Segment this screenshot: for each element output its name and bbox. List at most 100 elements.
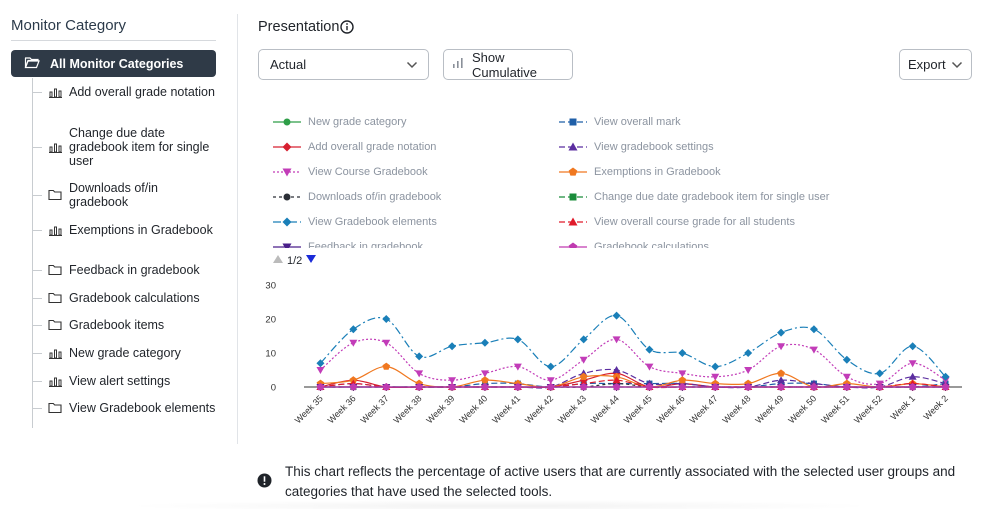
legend-item-view-course-gradebook[interactable]: View Course Gradebook: [272, 166, 428, 178]
data-point[interactable]: [480, 370, 489, 378]
data-point[interactable]: [777, 376, 786, 384]
data-point[interactable]: [513, 335, 522, 344]
data-point[interactable]: [678, 349, 687, 357]
mode-select[interactable]: Actual: [258, 49, 429, 80]
data-point[interactable]: [612, 336, 621, 344]
data-point[interactable]: [711, 383, 720, 391]
data-point[interactable]: [316, 367, 325, 374]
data-point[interactable]: [645, 345, 654, 354]
data-point[interactable]: [908, 372, 917, 380]
data-point[interactable]: [810, 383, 818, 391]
data-point[interactable]: [382, 315, 391, 323]
data-point[interactable]: [908, 360, 917, 368]
data-point[interactable]: [448, 377, 457, 385]
legend-item-view-overall-course-grade-for-all-students[interactable]: View overall course grade for all studen…: [558, 216, 795, 228]
data-point[interactable]: [777, 328, 786, 337]
sidebar-item-downloads-of-in-gradebook[interactable]: Downloads of/in gradebook: [32, 181, 219, 209]
sidebar-item-view-gradebook-elements[interactable]: View Gradebook elements: [32, 401, 219, 415]
show-cumulative-button[interactable]: Show Cumulative: [443, 49, 573, 80]
data-point[interactable]: [842, 355, 851, 364]
legend-item-view-gradebook-elements[interactable]: View Gradebook elements: [272, 216, 437, 228]
data-point[interactable]: [382, 339, 391, 347]
x-tick-label: Week 35: [293, 393, 325, 425]
data-point[interactable]: [678, 376, 687, 384]
sidebar-item-exemptions-in-gradebook[interactable]: Exemptions in Gradebook: [32, 223, 219, 237]
data-point[interactable]: [316, 359, 325, 368]
data-point[interactable]: [645, 383, 654, 391]
sidebar-item-view-alert-settings[interactable]: View alert settings: [32, 374, 219, 388]
data-point[interactable]: [678, 370, 687, 378]
legend-swatch: [273, 118, 301, 126]
data-point[interactable]: [448, 383, 456, 391]
data-point[interactable]: [579, 383, 588, 391]
sidebar-item-gradebook-items[interactable]: Gradebook items: [32, 318, 219, 332]
legend-item-new-grade-category[interactable]: New grade category: [272, 116, 406, 128]
data-point[interactable]: [908, 342, 917, 351]
data-point[interactable]: [842, 373, 851, 381]
data-point[interactable]: [612, 383, 621, 391]
sidebar-item-feedback-in-gradebook[interactable]: Feedback in gradebook: [32, 263, 219, 277]
legend-prev-icon[interactable]: [272, 254, 284, 267]
data-point[interactable]: [579, 372, 588, 380]
data-point[interactable]: [382, 362, 391, 370]
data-point[interactable]: [809, 346, 818, 354]
data-point[interactable]: [382, 383, 391, 391]
data-point[interactable]: [415, 370, 424, 378]
data-point[interactable]: [349, 339, 358, 347]
data-point[interactable]: [711, 373, 720, 381]
data-point[interactable]: [513, 363, 522, 371]
sidebar-item-add-overall-grade-notation[interactable]: Add overall grade notation: [32, 85, 219, 99]
sidebar-item-change-due-date-gradebook-item-for-single-user[interactable]: Change due date gradebook item for singl…: [32, 126, 219, 168]
data-point[interactable]: [480, 338, 489, 347]
data-point[interactable]: [448, 342, 457, 351]
sidebar-item-gradebook-calculations[interactable]: Gradebook calculations: [32, 291, 219, 305]
data-point[interactable]: [744, 349, 753, 357]
data-point[interactable]: [875, 383, 884, 391]
data-point[interactable]: [546, 362, 555, 371]
legend-item-exemptions-in-gradebook[interactable]: Exemptions in Gradebook: [558, 166, 721, 178]
data-point[interactable]: [481, 383, 489, 391]
data-point[interactable]: [843, 383, 851, 391]
data-point[interactable]: [612, 311, 621, 320]
data-point[interactable]: [349, 325, 358, 334]
data-point[interactable]: [415, 383, 423, 391]
legend-item-gradebook-calculations[interactable]: Gradebook calculations: [558, 241, 709, 248]
data-point[interactable]: [546, 377, 555, 385]
data-point[interactable]: [777, 343, 786, 351]
data-point[interactable]: [349, 383, 358, 391]
data-point[interactable]: [908, 383, 917, 391]
legend-item-downloads-of-in-gradebook[interactable]: Downloads of/in gradebook: [272, 191, 441, 203]
data-point[interactable]: [645, 363, 654, 371]
legend-next-icon[interactable]: [305, 254, 317, 267]
data-point[interactable]: [579, 335, 588, 344]
legend-item-view-gradebook-settings[interactable]: View gradebook settings: [558, 141, 714, 153]
legend-item-change-due-date-gradebook-item-for-single-user[interactable]: Change due date gradebook item for singl…: [558, 191, 829, 203]
data-point[interactable]: [744, 367, 753, 374]
data-point[interactable]: [678, 383, 687, 391]
data-point[interactable]: [546, 383, 555, 391]
data-point[interactable]: [777, 383, 785, 391]
data-point[interactable]: [481, 376, 489, 384]
data-point[interactable]: [711, 362, 720, 371]
export-dropdown[interactable]: Export: [899, 49, 972, 80]
data-point[interactable]: [612, 366, 621, 373]
data-point[interactable]: [316, 383, 325, 391]
data-point[interactable]: [941, 383, 950, 391]
sidebar-item-new-grade-category[interactable]: New grade category: [32, 346, 219, 360]
data-point[interactable]: [809, 325, 818, 334]
data-point[interactable]: [875, 369, 884, 378]
data-point[interactable]: [744, 383, 752, 391]
legend-item-feedback-in-gradebook[interactable]: Feedback in gradebook: [272, 241, 423, 248]
data-point[interactable]: [941, 372, 950, 381]
series-gradebook-calculations: [316, 383, 950, 391]
data-point[interactable]: [579, 356, 588, 364]
sidebar-item-all-monitor-categories[interactable]: All Monitor Categories: [11, 50, 216, 77]
data-point[interactable]: [777, 369, 785, 377]
legend-item-view-overall-mark[interactable]: View overall mark: [558, 116, 681, 128]
chevron-down-icon: [406, 57, 418, 72]
data-point[interactable]: [514, 383, 522, 391]
legend-item-add-overall-grade-notation[interactable]: Add overall grade notation: [272, 141, 436, 153]
data-point[interactable]: [612, 376, 621, 384]
data-point[interactable]: [415, 352, 424, 361]
info-icon[interactable]: [340, 20, 354, 39]
